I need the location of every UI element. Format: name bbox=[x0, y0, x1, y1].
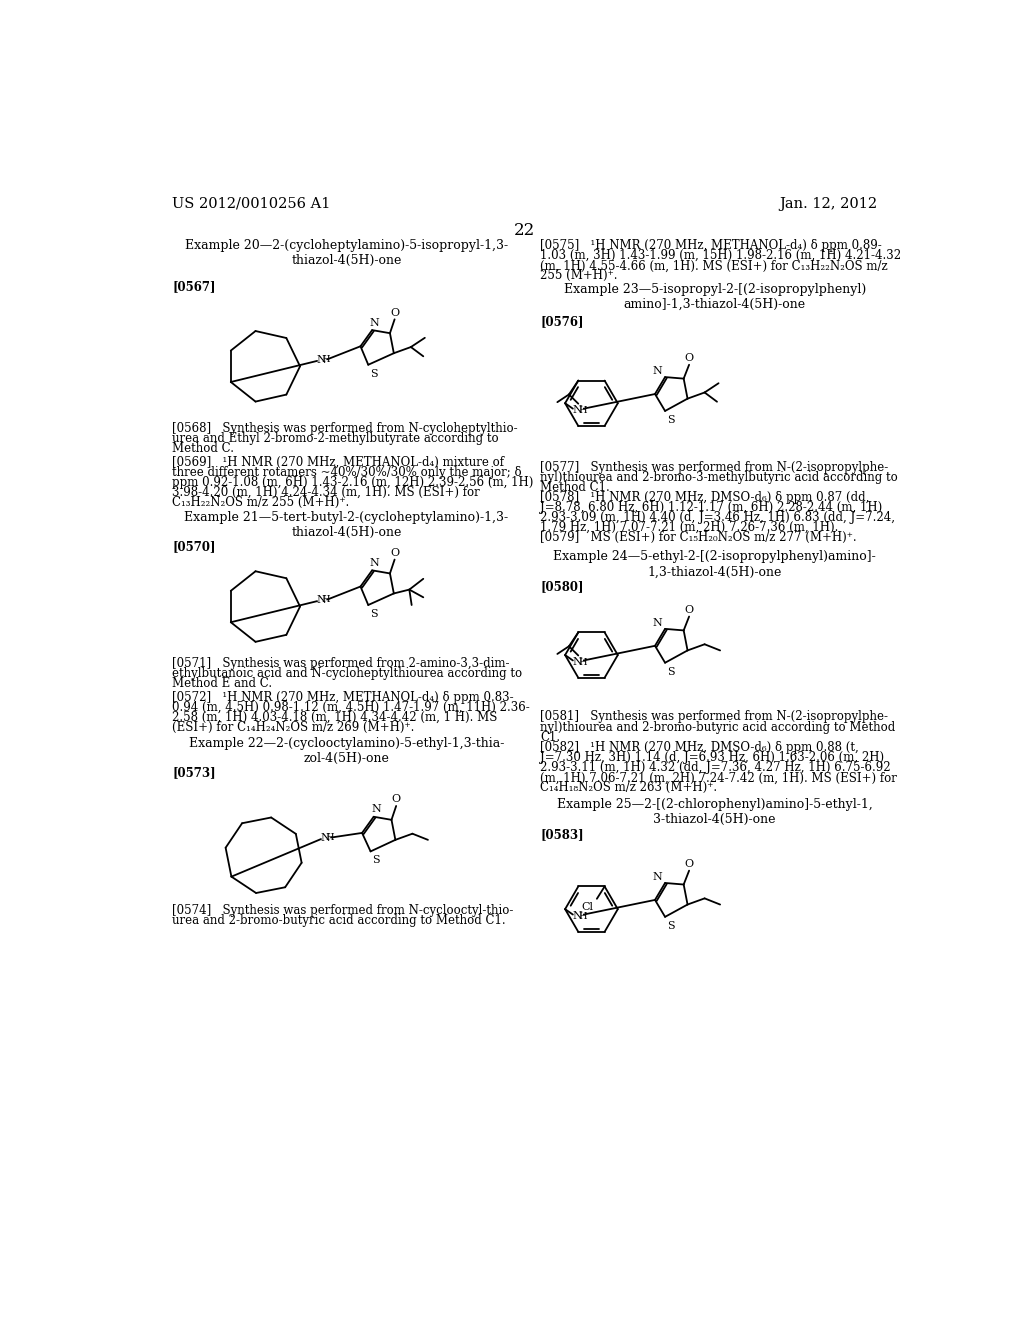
Text: [0571]   Synthesis was performed from 2-amino-3,3-dim-: [0571] Synthesis was performed from 2-am… bbox=[172, 657, 510, 671]
Text: S: S bbox=[372, 855, 380, 865]
Text: Method E and C.: Method E and C. bbox=[172, 677, 272, 690]
Text: 0.94 (m, 4.5H) 0.98-1.12 (m, 4.5H) 1.47-1.97 (m, 11H) 2.36-: 0.94 (m, 4.5H) 0.98-1.12 (m, 4.5H) 1.47-… bbox=[172, 701, 530, 714]
Text: C1.: C1. bbox=[541, 730, 560, 743]
Text: (ESI+) for C₁₄H₂₄N₂OS m/z 269 (M+H)⁺.: (ESI+) for C₁₄H₂₄N₂OS m/z 269 (M+H)⁺. bbox=[172, 721, 415, 734]
Text: (m, 1H) 4.55-4.66 (m, 1H). MS (ESI+) for C₁₃H₂₂N₂OS m/z: (m, 1H) 4.55-4.66 (m, 1H). MS (ESI+) for… bbox=[541, 259, 888, 272]
Text: urea and Ethyl 2-bromo-2-methylbutyrate according to: urea and Ethyl 2-bromo-2-methylbutyrate … bbox=[172, 432, 499, 445]
Text: H: H bbox=[326, 833, 334, 842]
Text: O: O bbox=[684, 605, 693, 615]
Text: N: N bbox=[370, 318, 380, 327]
Text: N: N bbox=[372, 804, 381, 814]
Text: 2.58 (m, 1H) 4.03-4.18 (m, 1H) 4.34-4.42 (m, 1 H). MS: 2.58 (m, 1H) 4.03-4.18 (m, 1H) 4.34-4.42… bbox=[172, 711, 498, 725]
Text: J=7.30 Hz, 3H) 1.14 (d, J=6.93 Hz, 6H) 1.63-2.06 (m, 2H): J=7.30 Hz, 3H) 1.14 (d, J=6.93 Hz, 6H) 1… bbox=[541, 751, 885, 764]
Text: Example 23—5-isopropyl-2-[(2-isopropylphenyl)
amino]-1,3-thiazol-4(5H)-one: Example 23—5-isopropyl-2-[(2-isopropylph… bbox=[563, 284, 866, 312]
Text: O: O bbox=[684, 859, 693, 869]
Text: N: N bbox=[652, 367, 662, 376]
Text: nyl)thiourea and 2-bromo-butyric acid according to Method: nyl)thiourea and 2-bromo-butyric acid ac… bbox=[541, 721, 896, 734]
Text: S: S bbox=[370, 609, 378, 619]
Text: Jan. 12, 2012: Jan. 12, 2012 bbox=[779, 197, 878, 211]
Text: N: N bbox=[572, 911, 583, 920]
Text: H: H bbox=[579, 407, 587, 416]
Text: 3.98-4.20 (m, 1H) 4.24-4.34 (m, 1H). MS (ESI+) for: 3.98-4.20 (m, 1H) 4.24-4.34 (m, 1H). MS … bbox=[172, 486, 480, 499]
Text: Example 24—5-ethyl-2-[(2-isopropylphenyl)amino]-
1,3-thiazol-4(5H)-one: Example 24—5-ethyl-2-[(2-isopropylphenyl… bbox=[553, 550, 877, 578]
Text: 255 (M+H)⁺.: 255 (M+H)⁺. bbox=[541, 269, 617, 282]
Text: H: H bbox=[322, 595, 331, 605]
Text: C₁₄H₁₈N₂OS m/z 263 (M+H)⁺.: C₁₄H₁₈N₂OS m/z 263 (M+H)⁺. bbox=[541, 781, 718, 795]
Text: Example 25—2-[(2-chlorophenyl)amino]-5-ethyl-1,
3-thiazol-4(5H)-one: Example 25—2-[(2-chlorophenyl)amino]-5-e… bbox=[557, 799, 872, 826]
Text: [0582]   ¹H NMR (270 MHz, DMSO-d₆) δ ppm 0.88 (t,: [0582] ¹H NMR (270 MHz, DMSO-d₆) δ ppm 0… bbox=[541, 742, 859, 754]
Text: [0580]: [0580] bbox=[541, 581, 584, 594]
Text: Example 22—2-(cyclooctylamino)-5-ethyl-1,3-thia-
zol-4(5H)-one: Example 22—2-(cyclooctylamino)-5-ethyl-1… bbox=[188, 737, 504, 764]
Text: [0570]: [0570] bbox=[172, 540, 216, 553]
Text: US 2012/0010256 A1: US 2012/0010256 A1 bbox=[172, 197, 331, 211]
Text: Cl: Cl bbox=[582, 902, 594, 912]
Text: S: S bbox=[370, 368, 378, 379]
Text: N: N bbox=[572, 405, 583, 414]
Text: 22: 22 bbox=[514, 222, 536, 239]
Text: 2.93-3.09 (m, 1H) 4.40 (d, J=3.46 Hz, 1H) 6.83 (dd, J=7.24,: 2.93-3.09 (m, 1H) 4.40 (d, J=3.46 Hz, 1H… bbox=[541, 511, 895, 524]
Text: C₁₃H₂₂N₂OS m/z 255 (M+H)⁺.: C₁₃H₂₂N₂OS m/z 255 (M+H)⁺. bbox=[172, 496, 349, 508]
Text: 1.79 Hz, 1H) 7.07-7.21 (m, 2H) 7.26-7.36 (m, 1H).: 1.79 Hz, 1H) 7.07-7.21 (m, 2H) 7.26-7.36… bbox=[541, 521, 839, 535]
Text: N: N bbox=[572, 656, 583, 667]
Text: ppm 0.92-1.08 (m, 6H) 1.43-2.16 (m, 12H) 2.39-2.56 (m, 1H): ppm 0.92-1.08 (m, 6H) 1.43-2.16 (m, 12H)… bbox=[172, 475, 534, 488]
Text: S: S bbox=[667, 921, 674, 931]
Text: O: O bbox=[391, 795, 400, 804]
Text: [0578]   ¹H NMR (270 MHz, DMSO-d₆) δ ppm 0.87 (dd,: [0578] ¹H NMR (270 MHz, DMSO-d₆) δ ppm 0… bbox=[541, 491, 869, 504]
Text: S: S bbox=[667, 414, 674, 425]
Text: [0567]: [0567] bbox=[172, 280, 216, 293]
Text: [0579]   MS (ESI+) for C₁₅H₂₀N₂OS m/z 277 (M+H)⁺.: [0579] MS (ESI+) for C₁₅H₂₀N₂OS m/z 277 … bbox=[541, 531, 857, 544]
Text: O: O bbox=[390, 548, 399, 558]
Text: [0575]   ¹H NMR (270 MHz, METHANOL-d₄) δ ppm 0.89-: [0575] ¹H NMR (270 MHz, METHANOL-d₄) δ p… bbox=[541, 239, 882, 252]
Text: S: S bbox=[667, 667, 674, 677]
Text: N: N bbox=[321, 833, 330, 843]
Text: H: H bbox=[322, 355, 331, 364]
Text: J=8.78, 6.80 Hz, 6H) 1.12-1.17 (m, 6H) 2.28-2.44 (m, 1H): J=8.78, 6.80 Hz, 6H) 1.12-1.17 (m, 6H) 2… bbox=[541, 502, 883, 513]
Text: (m, 1H) 7.06-7.21 (m, 2H) 7.24-7.42 (m, 1H). MS (ESI+) for: (m, 1H) 7.06-7.21 (m, 2H) 7.24-7.42 (m, … bbox=[541, 771, 897, 784]
Text: [0569]   ¹H NMR (270 MHz, METHANOL-d₄) mixture of: [0569] ¹H NMR (270 MHz, METHANOL-d₄) mix… bbox=[172, 455, 504, 469]
Text: N: N bbox=[316, 595, 326, 605]
Text: three different rotamers ~40%/30%/30% only the major; δ: three different rotamers ~40%/30%/30% on… bbox=[172, 466, 522, 479]
Text: 2.93-3.11 (m, 1H) 4.32 (dd, J=7.36, 4.27 Hz, 1H) 6.75-6.92: 2.93-3.11 (m, 1H) 4.32 (dd, J=7.36, 4.27… bbox=[541, 762, 891, 775]
Text: urea and 2-bromo-butyric acid according to Method C1.: urea and 2-bromo-butyric acid according … bbox=[172, 913, 506, 927]
Text: Example 20—2-(cycloheptylamino)-5-isopropyl-1,3-
thiazol-4(5H)-one: Example 20—2-(cycloheptylamino)-5-isopro… bbox=[185, 239, 508, 267]
Text: ethylbutanoic acid and N-cycloheptylthiourea according to: ethylbutanoic acid and N-cycloheptylthio… bbox=[172, 668, 522, 680]
Text: N: N bbox=[370, 558, 380, 568]
Text: N: N bbox=[316, 355, 326, 364]
Text: [0576]: [0576] bbox=[541, 315, 584, 329]
Text: [0568]   Synthesis was performed from N-cycloheptylthio-: [0568] Synthesis was performed from N-cy… bbox=[172, 422, 518, 434]
Text: N: N bbox=[652, 618, 662, 628]
Text: H: H bbox=[579, 659, 587, 667]
Text: [0572]   ¹H NMR (270 MHz, METHANOL-d₄) δ ppm 0.83-: [0572] ¹H NMR (270 MHz, METHANOL-d₄) δ p… bbox=[172, 692, 514, 705]
Text: Method C1.: Method C1. bbox=[541, 480, 610, 494]
Text: [0574]   Synthesis was performed from N-cyclooctyl-thio-: [0574] Synthesis was performed from N-cy… bbox=[172, 904, 514, 917]
Text: H: H bbox=[579, 912, 587, 921]
Text: [0581]   Synthesis was performed from N-(2-isopropylphe-: [0581] Synthesis was performed from N-(2… bbox=[541, 710, 888, 723]
Text: O: O bbox=[390, 308, 399, 318]
Text: O: O bbox=[684, 354, 693, 363]
Text: [0577]   Synthesis was performed from N-(2-isopropylphe-: [0577] Synthesis was performed from N-(2… bbox=[541, 461, 889, 474]
Text: nyl)thiourea and 2-bromo-3-methylbutyric acid according to: nyl)thiourea and 2-bromo-3-methylbutyric… bbox=[541, 471, 898, 484]
Text: Method C.: Method C. bbox=[172, 442, 234, 455]
Text: [0573]: [0573] bbox=[172, 766, 216, 779]
Text: N: N bbox=[652, 873, 662, 882]
Text: [0583]: [0583] bbox=[541, 829, 584, 841]
Text: 1.03 (m, 3H) 1.43-1.99 (m, 15H) 1.98-2.16 (m, 1H) 4.21-4.32: 1.03 (m, 3H) 1.43-1.99 (m, 15H) 1.98-2.1… bbox=[541, 249, 901, 263]
Text: Example 21—5-tert-butyl-2-(cycloheptylamino)-1,3-
thiazol-4(5H)-one: Example 21—5-tert-butyl-2-(cycloheptylam… bbox=[184, 511, 509, 539]
